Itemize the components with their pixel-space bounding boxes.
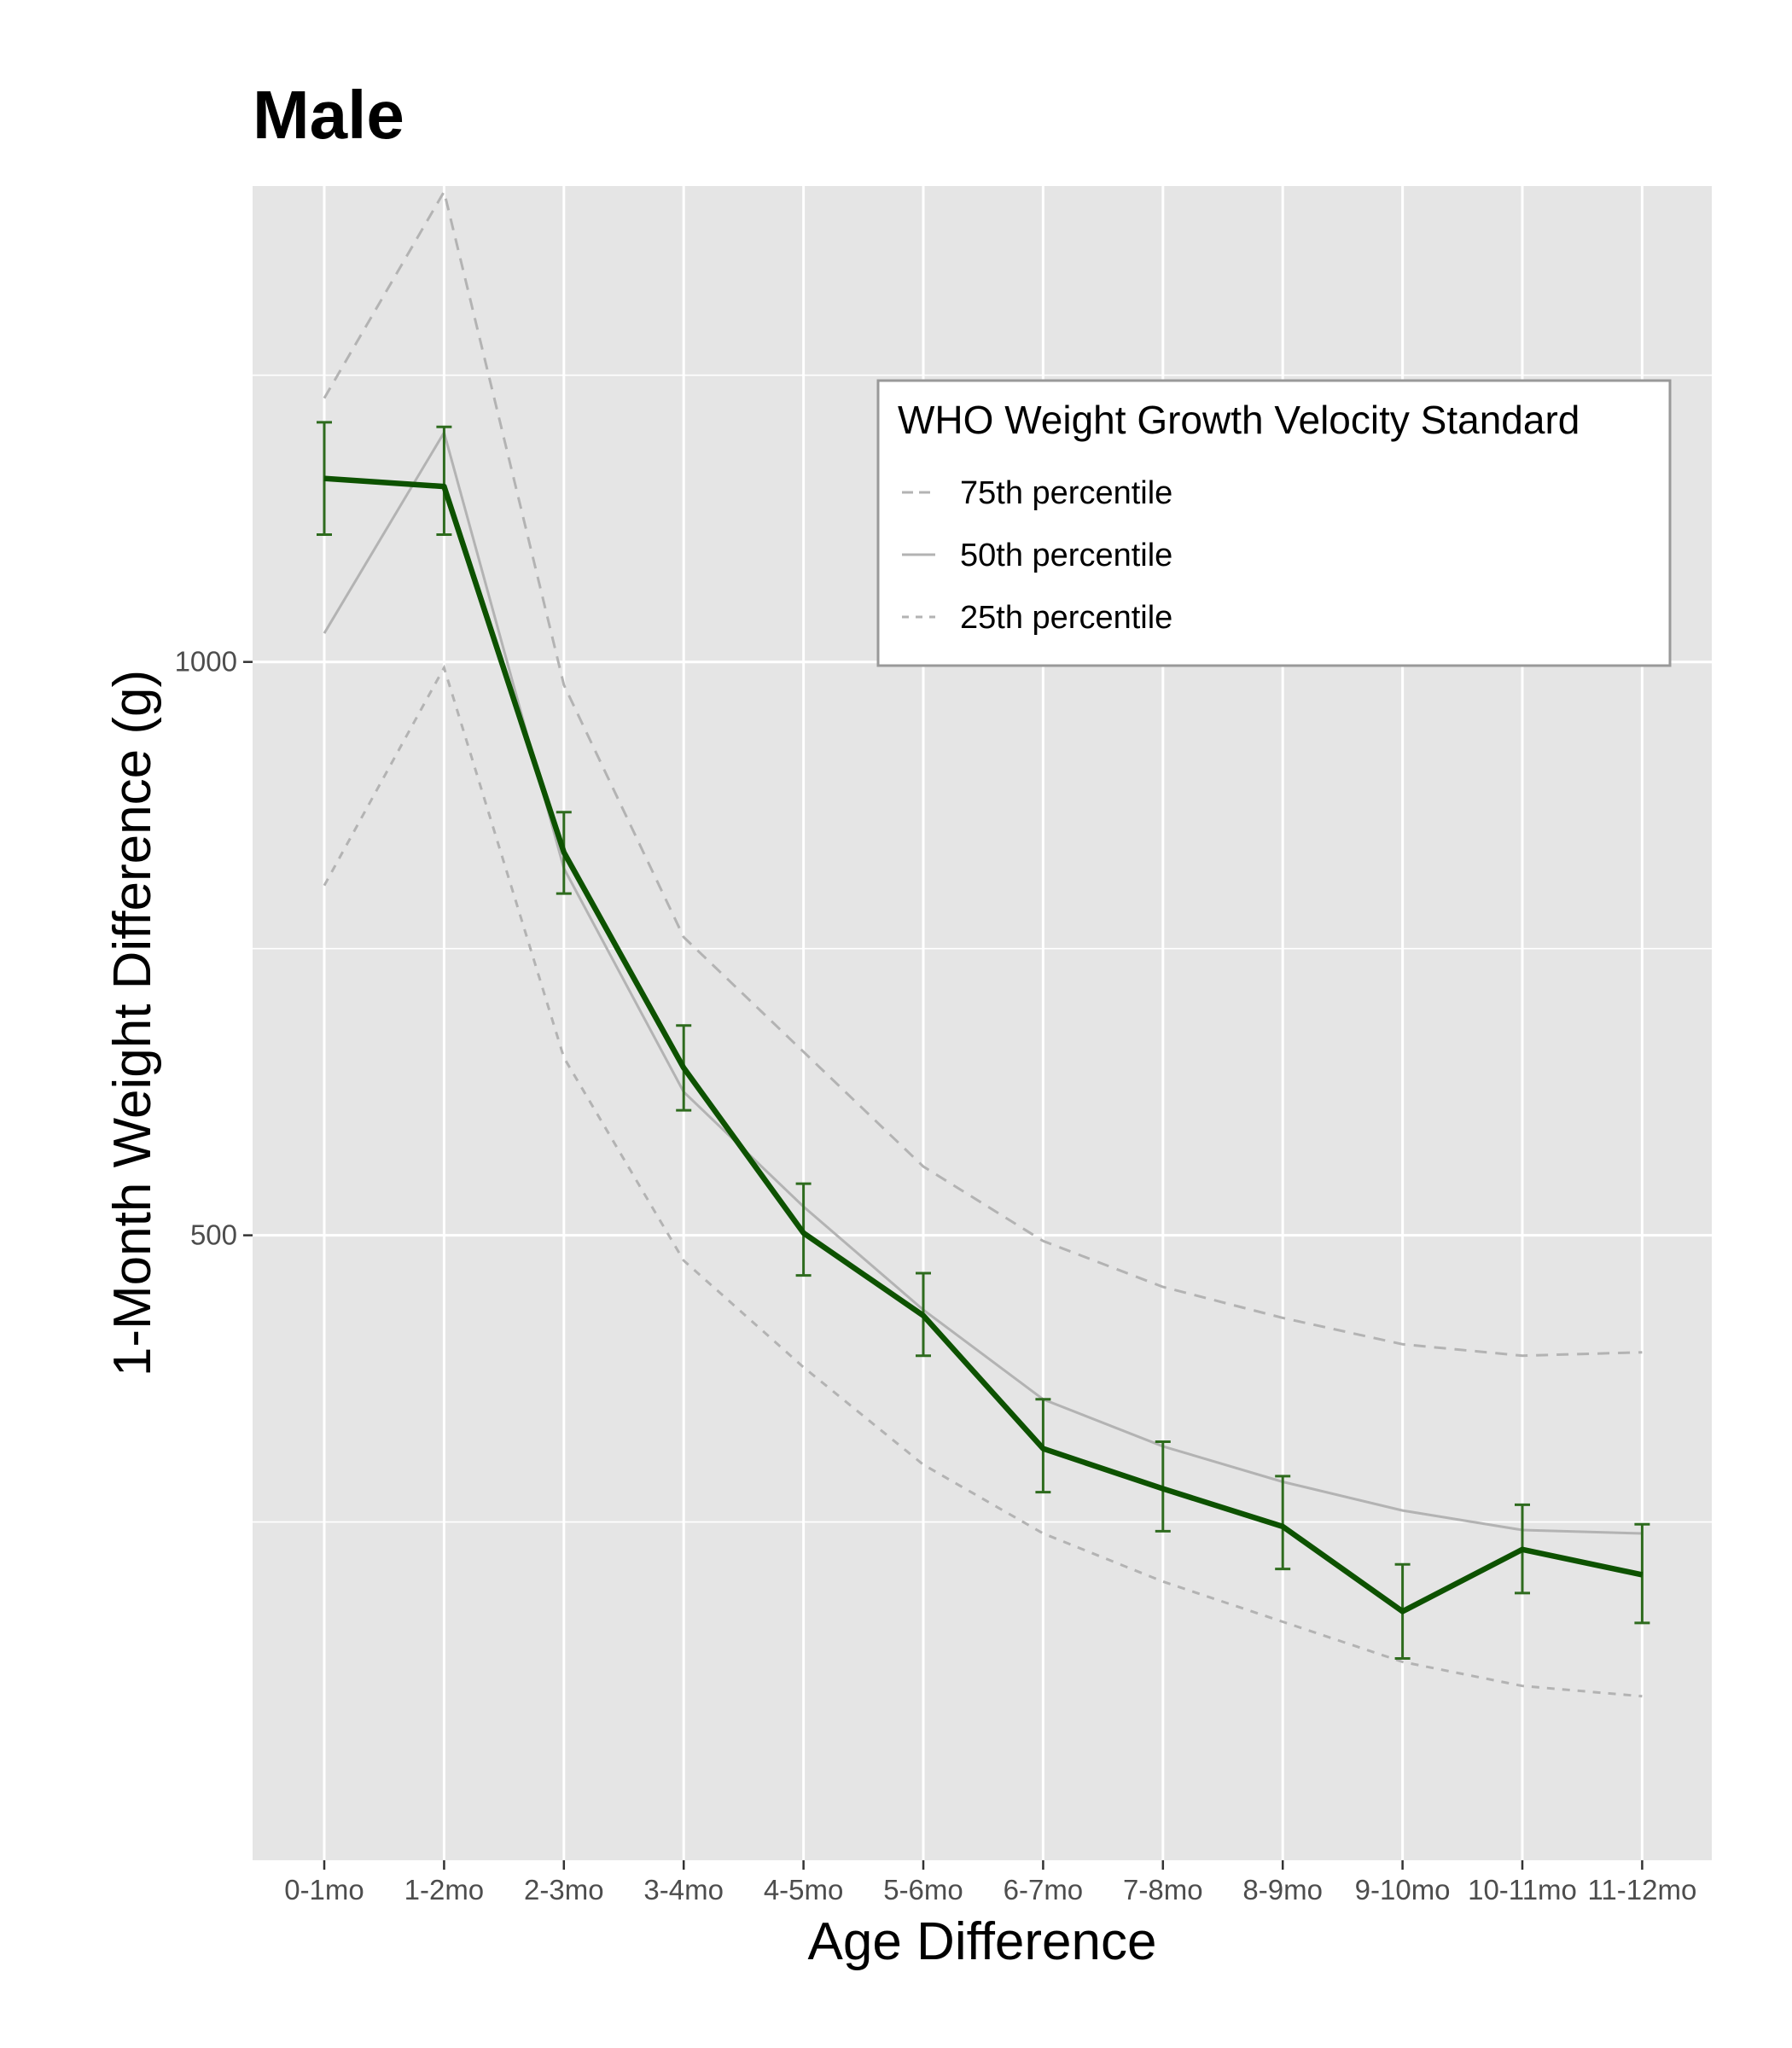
x-tick-label: 6-7mo [1004, 1874, 1084, 1905]
x-tick-label: 0-1mo [284, 1874, 364, 1905]
x-tick-label: 4-5mo [764, 1874, 844, 1905]
legend-box [876, 379, 1672, 667]
x-tick-label: 7-8mo [1123, 1874, 1203, 1905]
legend-label-50th: 50th percentile [960, 538, 1172, 573]
x-tick-label: 10-11mo [1468, 1874, 1577, 1905]
main-series-line [323, 475, 1644, 1615]
x-tick-label: 11-12mo [1588, 1874, 1697, 1905]
25th-percentile-line [323, 664, 1643, 1698]
legend-label-75th: 75th percentile [960, 475, 1172, 511]
x-tick-label: 8-9mo [1242, 1874, 1323, 1905]
main-series [317, 421, 1650, 1660]
legend: WHO Weight Growth Velocity Standard 75th… [876, 379, 1672, 667]
grid [253, 186, 1712, 1860]
y-tick-label: 500 [190, 1219, 237, 1251]
75th-percentile-line [323, 188, 1643, 1358]
x-tick-label: 9-10mo [1355, 1874, 1451, 1905]
axes: 500 1000 0-1mo 1-2mo 2-3mo 3-4mo 4-5mo 5-6mo 6-7… [175, 646, 1697, 1905]
x-tick-label: 3-4mo [643, 1874, 724, 1905]
x-tick-label: 2-3mo [524, 1874, 604, 1905]
y-axis-title: 1-Month Weight Difference (g) [103, 670, 162, 1376]
y-tick-label: 1000 [175, 646, 237, 678]
chart-title: Male [253, 77, 404, 153]
legend-title: WHO Weight Growth Velocity Standard [898, 398, 1580, 442]
x-axis-title: Age Difference [808, 1912, 1157, 1971]
x-tick-label: 1-2mo [404, 1874, 485, 1905]
legend-label-25th: 25th percentile [960, 600, 1172, 636]
x-tick-label: 5-6mo [883, 1874, 963, 1905]
